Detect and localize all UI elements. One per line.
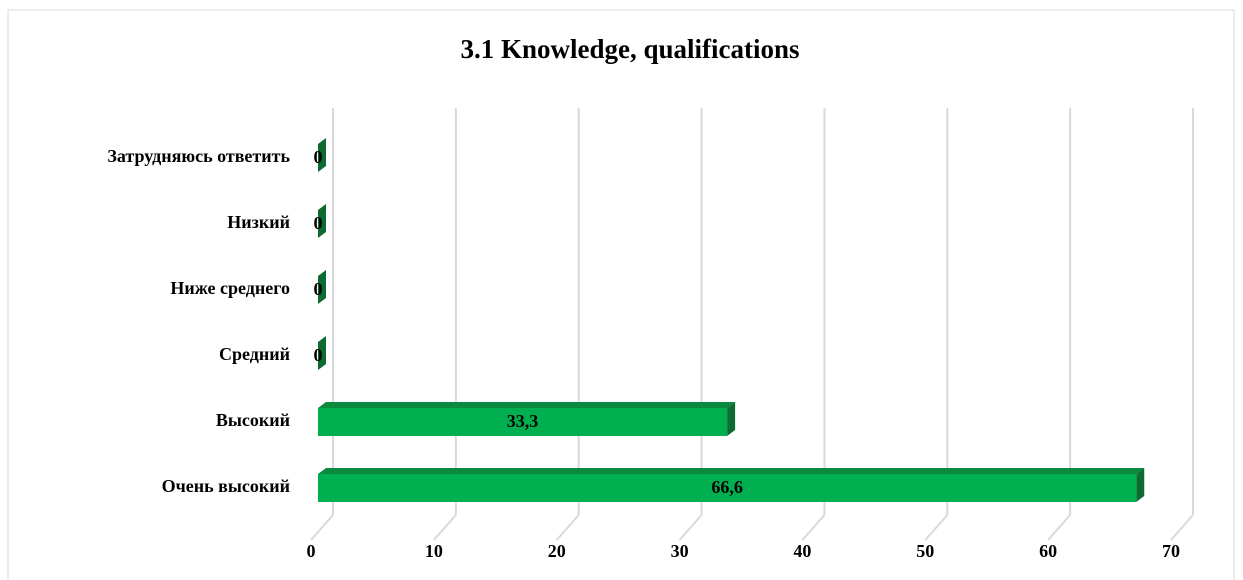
grid-floor-line <box>924 514 949 541</box>
x-tick-label: 20 <box>548 541 566 561</box>
bar-side <box>727 402 736 436</box>
bar-side <box>318 336 326 370</box>
bar-side <box>318 270 326 304</box>
grid-floor-line <box>678 514 703 541</box>
data-label: 33,3 <box>507 411 539 431</box>
data-label: 0 <box>314 147 323 167</box>
x-tick-label: 60 <box>1039 541 1057 561</box>
grid-floor-line <box>310 514 334 541</box>
grid-floor-line <box>1047 514 1071 541</box>
bar <box>318 474 1137 502</box>
bar-side <box>318 204 326 238</box>
x-tick-label: 50 <box>916 541 934 561</box>
x-tick-label: 40 <box>793 541 811 561</box>
grid-floor-line <box>433 514 457 541</box>
grid-floor-line <box>1170 514 1194 541</box>
x-tick-label: 70 <box>1162 541 1180 561</box>
y-tick-label: Средний <box>219 344 290 364</box>
x-tick-label: 0 <box>307 541 316 561</box>
grid-floor-line <box>555 514 580 541</box>
x-tick-label: 10 <box>425 541 443 561</box>
y-tick-label: Очень высокий <box>162 476 290 496</box>
bar-top <box>318 468 1145 474</box>
y-tick-label: Ниже среднего <box>170 278 290 298</box>
data-label: 0 <box>314 213 323 233</box>
data-label: 66,6 <box>711 477 743 497</box>
y-tick-label: Затрудняюсь ответить <box>107 146 290 166</box>
chart-title: 3.1 Knowledge, qualifications <box>460 34 799 64</box>
y-tick-label: Высокий <box>216 410 290 430</box>
bar-side <box>318 138 326 172</box>
bar <box>318 408 728 436</box>
data-label: 0 <box>314 345 323 365</box>
y-tick-label: Низкий <box>227 212 290 232</box>
data-label: 0 <box>314 279 323 299</box>
bar-side <box>1136 468 1145 502</box>
grid-floor-line <box>801 514 826 541</box>
bar-top <box>318 402 736 408</box>
x-tick-label: 30 <box>671 541 689 561</box>
